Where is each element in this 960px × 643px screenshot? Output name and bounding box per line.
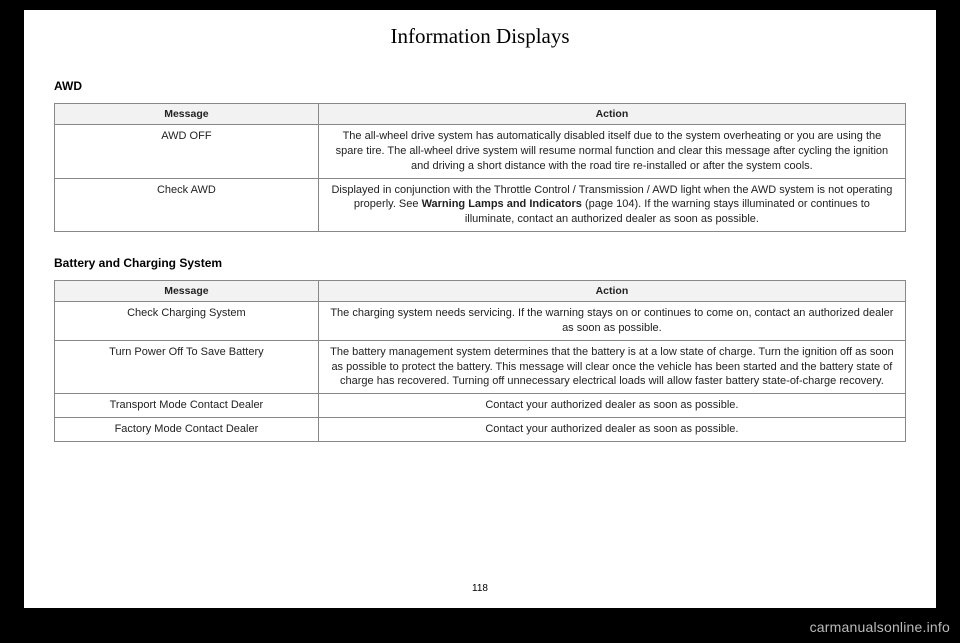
cell-action: Displayed in conjunction with the Thrott… xyxy=(318,178,905,232)
section-heading-awd: AWD xyxy=(54,79,906,93)
cell-message: Transport Mode Contact Dealer xyxy=(55,394,319,418)
table-row: Check Charging System The charging syste… xyxy=(55,302,906,341)
table-battery: Message Action Check Charging System The… xyxy=(54,280,906,442)
section-heading-battery: Battery and Charging System xyxy=(54,256,906,270)
col-header-action: Action xyxy=(318,104,905,125)
col-header-message: Message xyxy=(55,104,319,125)
table-header-row: Message Action xyxy=(55,104,906,125)
table-awd: Message Action AWD OFF The all-wheel dri… xyxy=(54,103,906,232)
action-bold-ref: Warning Lamps and Indicators xyxy=(422,198,582,210)
table-header-row: Message Action xyxy=(55,281,906,302)
cell-action: The battery management system determines… xyxy=(318,340,905,394)
cell-message: Check Charging System xyxy=(55,302,319,341)
cell-action: The all-wheel drive system has automatic… xyxy=(318,125,905,179)
table-row: Check AWD Displayed in conjunction with … xyxy=(55,178,906,232)
cell-message: AWD OFF xyxy=(55,125,319,179)
cell-message: Factory Mode Contact Dealer xyxy=(55,418,319,442)
col-header-message: Message xyxy=(55,281,319,302)
cell-action: Contact your authorized dealer as soon a… xyxy=(318,394,905,418)
watermark-text: carmanualsonline.info xyxy=(810,619,950,635)
col-header-action: Action xyxy=(318,281,905,302)
page-number: 118 xyxy=(24,583,936,594)
table-row: Turn Power Off To Save Battery The batte… xyxy=(55,340,906,394)
cell-message: Turn Power Off To Save Battery xyxy=(55,340,319,394)
page-content: AWD Message Action AWD OFF The all-wheel… xyxy=(24,57,936,442)
cell-message: Check AWD xyxy=(55,178,319,232)
cell-action: Contact your authorized dealer as soon a… xyxy=(318,418,905,442)
chapter-title: Information Displays xyxy=(24,10,936,57)
manual-page: Information Displays AWD Message Action … xyxy=(24,10,936,608)
table-row: Transport Mode Contact Dealer Contact yo… xyxy=(55,394,906,418)
table-row: AWD OFF The all-wheel drive system has a… xyxy=(55,125,906,179)
table-row: Factory Mode Contact Dealer Contact your… xyxy=(55,418,906,442)
cell-action: The charging system needs servicing. If … xyxy=(318,302,905,341)
